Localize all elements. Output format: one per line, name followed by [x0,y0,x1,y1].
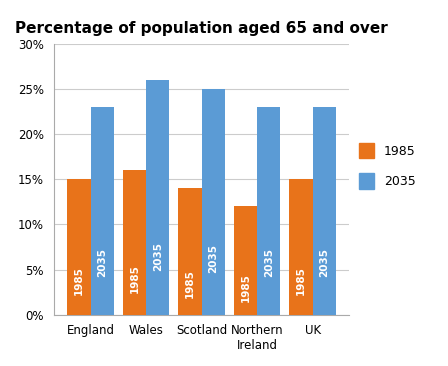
Bar [313,107,336,315]
Bar [289,179,313,315]
Bar [257,107,280,315]
Text: 2035: 2035 [208,244,218,273]
Bar [234,206,257,315]
Text: 1985: 1985 [129,264,139,293]
Text: 1985: 1985 [296,266,306,295]
Bar [202,89,225,315]
Text: 1985: 1985 [74,266,84,295]
Bar [90,107,114,315]
Text: 2035: 2035 [97,249,107,277]
Text: 2035: 2035 [264,249,274,277]
Text: 1985: 1985 [241,273,250,302]
Text: 2035: 2035 [319,249,329,277]
Title: Percentage of population aged 65 and over: Percentage of population aged 65 and ove… [15,21,388,36]
Legend: 1985, 2035: 1985, 2035 [359,143,415,188]
Bar [146,80,169,315]
Text: 1985: 1985 [185,269,195,298]
Bar [67,179,90,315]
Bar [178,188,202,315]
Bar [123,170,146,315]
Text: 2035: 2035 [153,242,163,270]
